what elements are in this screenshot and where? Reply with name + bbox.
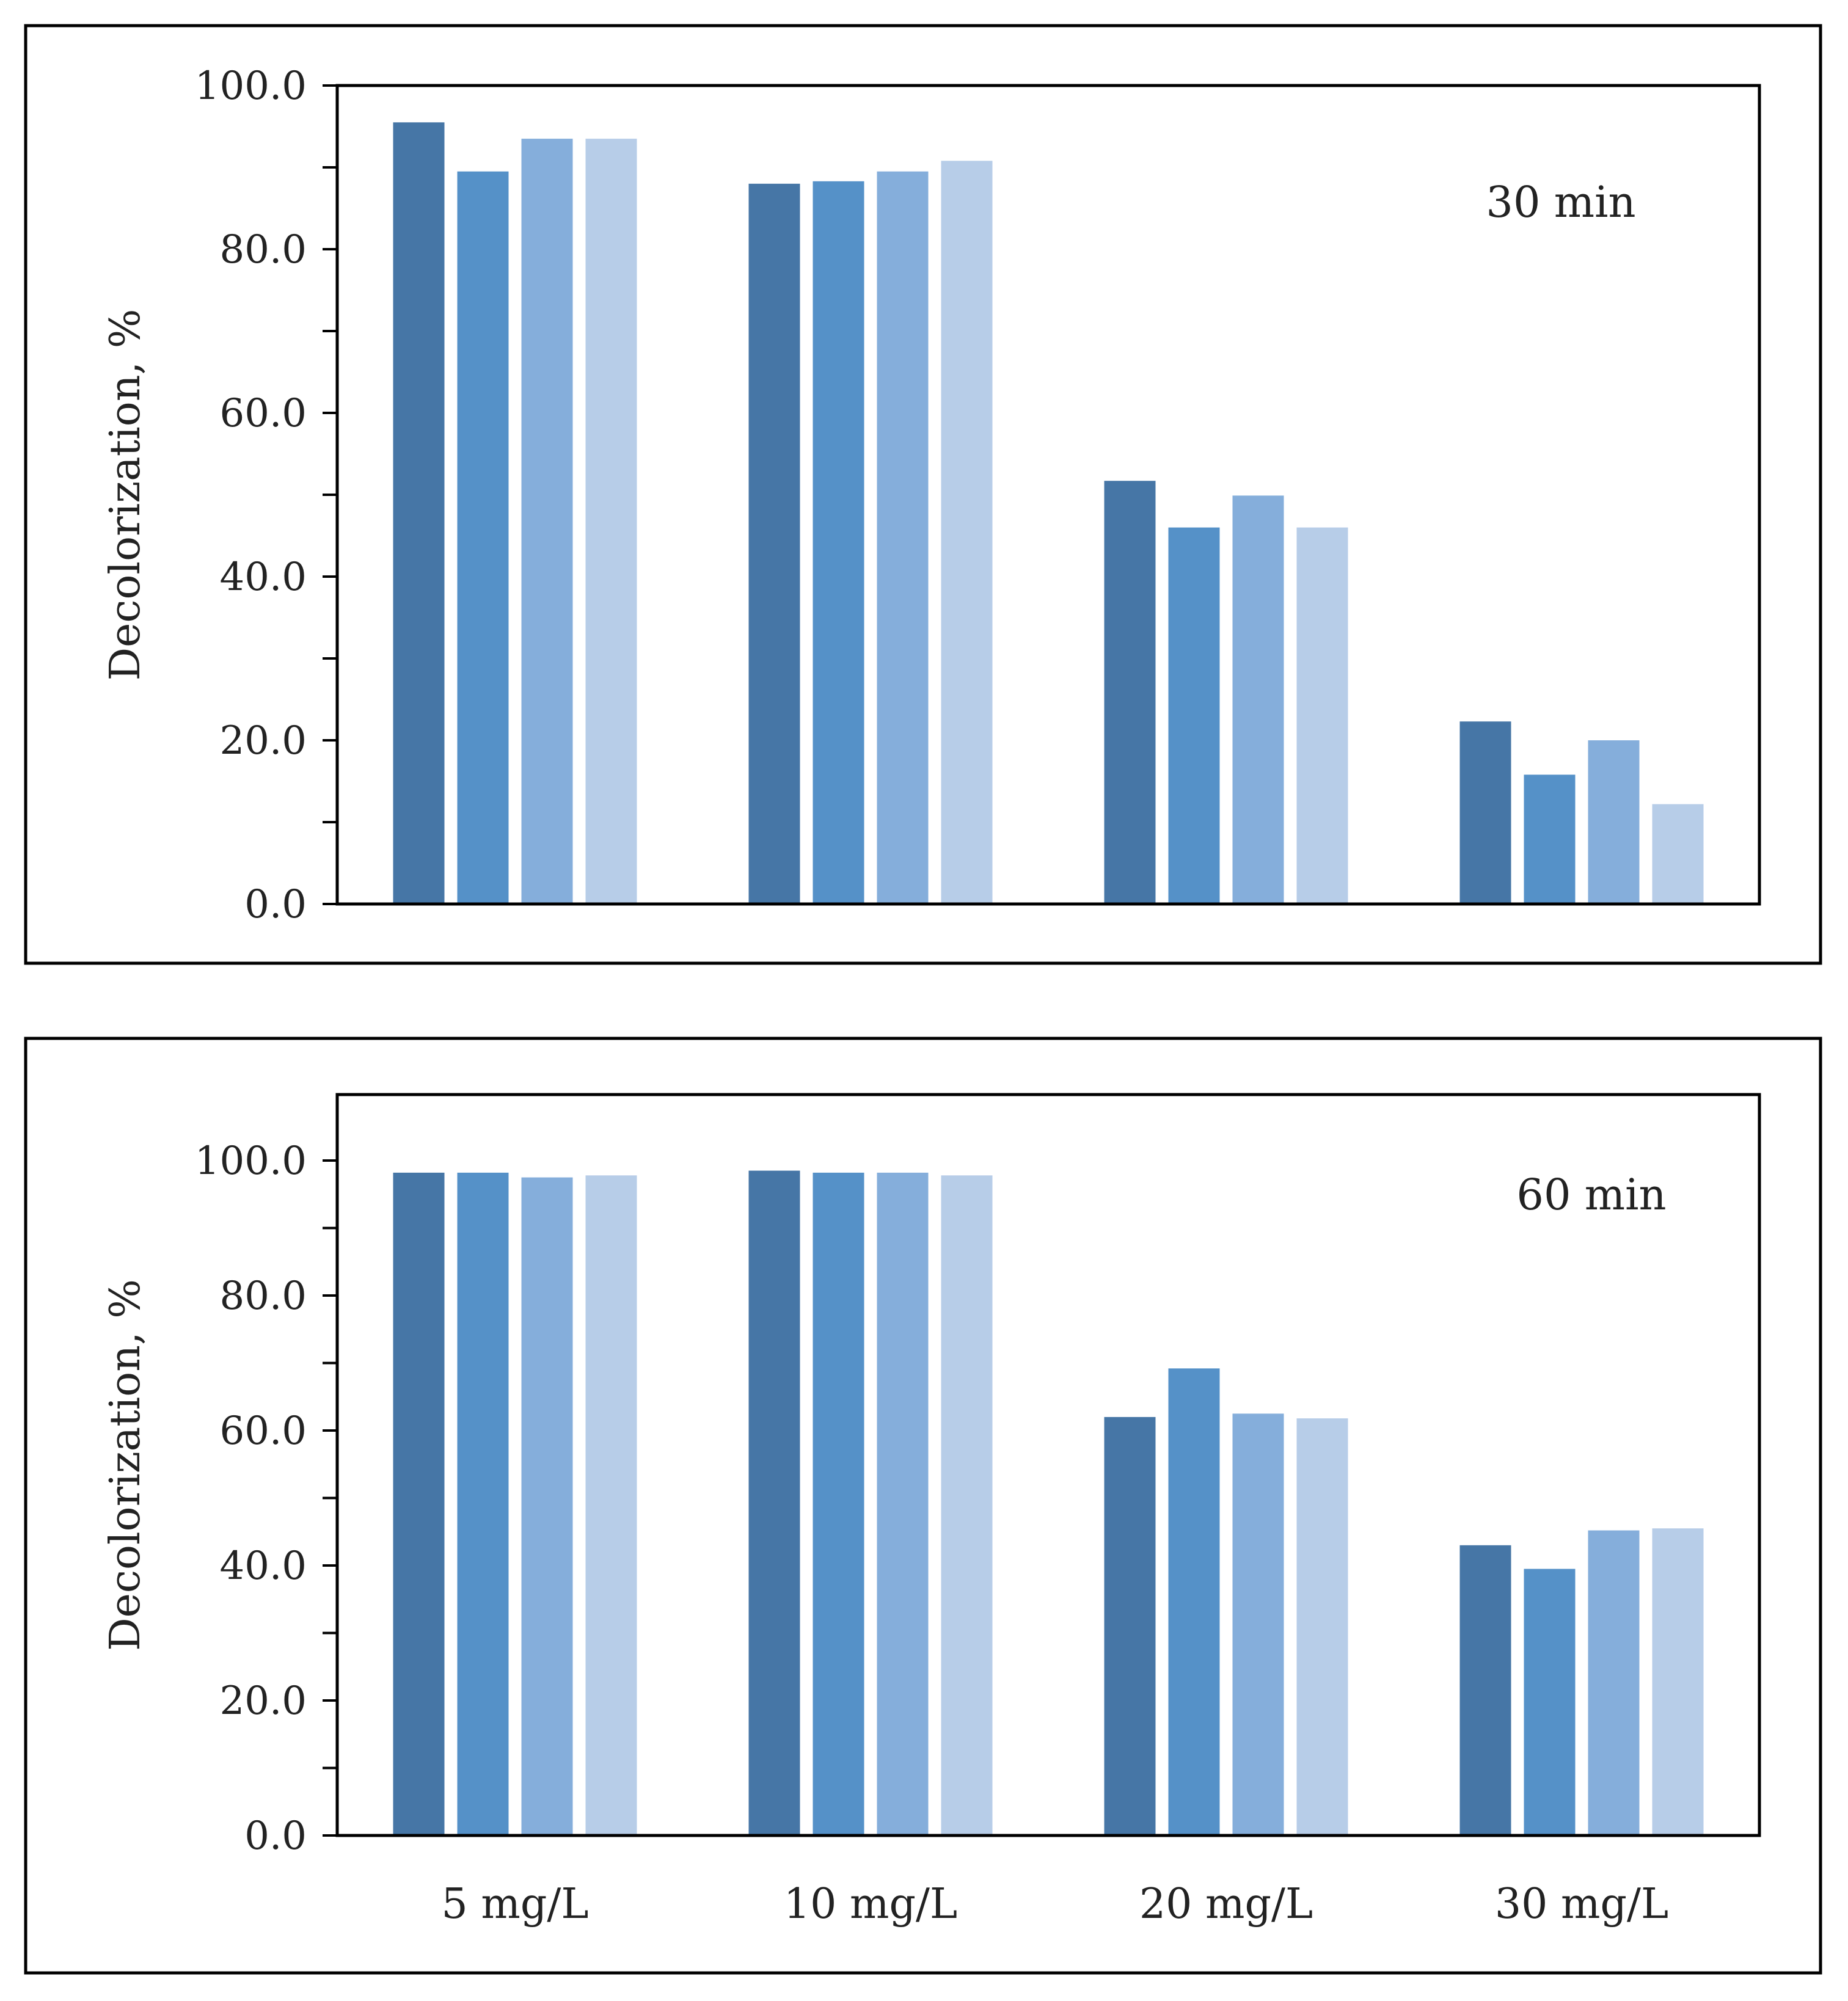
y-axis-title: Decolorization, % <box>101 1279 150 1651</box>
bar-4 <box>585 139 637 905</box>
y-tick-label: 0.0 <box>244 1813 307 1859</box>
bar-4 <box>585 1175 637 1835</box>
y-tick-label: 0.0 <box>244 882 307 927</box>
bar-3 <box>877 1172 929 1835</box>
bar-3 <box>1232 1413 1284 1835</box>
y-tick-label: 60.0 <box>220 391 307 436</box>
y-tick-label: 20.0 <box>220 1678 307 1724</box>
y-tick-label: 100.0 <box>195 64 307 109</box>
bars <box>393 1170 1704 1835</box>
y-tick-label: 100.0 <box>195 1139 307 1184</box>
bar-4 <box>941 161 993 904</box>
bar-2 <box>1168 527 1220 904</box>
y-tick-label: 80.0 <box>220 1274 307 1319</box>
y-axis-title: Decolorization, % <box>101 309 150 681</box>
bar-4 <box>941 1175 993 1835</box>
bar-2 <box>457 171 509 905</box>
bar-3 <box>1588 740 1640 904</box>
bar-2 <box>813 1172 864 1835</box>
bar-4 <box>1296 1418 1348 1835</box>
x-category-label: 5 mg/L <box>442 1880 589 1928</box>
bar-1 <box>393 1172 445 1835</box>
y-axis: 0.0 20.0 40.0 60.0 80.0 100.0 <box>195 64 337 927</box>
panel-60-min: 0.0 20.0 40.0 60.0 80.0 100.0 Decolorization, … <box>24 1037 1822 1975</box>
x-category-label: 30 mg/L <box>1495 1880 1668 1928</box>
y-axis: 0.0 20.0 40.0 60.0 80.0 100.0 <box>195 1139 337 1859</box>
bars <box>393 122 1704 905</box>
bar-1 <box>1459 1545 1511 1835</box>
bar-1 <box>1104 1416 1156 1835</box>
bar-2 <box>457 1172 509 1835</box>
y-tick-label: 60.0 <box>220 1409 307 1454</box>
panel-30-min: 0.0 20.0 40.0 60.0 80.0 100.0 Decolorization, … <box>24 24 1822 965</box>
time-annotation: 60 min <box>1516 1170 1666 1220</box>
bar-3 <box>877 171 929 905</box>
bar-2 <box>813 181 864 904</box>
y-tick-label: 40.0 <box>220 1544 307 1589</box>
bar-1 <box>393 122 445 904</box>
time-annotation: 30 min <box>1486 177 1635 227</box>
bar-4 <box>1296 527 1348 904</box>
bar-1 <box>748 183 800 904</box>
y-tick-label: 80.0 <box>220 227 307 272</box>
bar-1 <box>748 1170 800 1835</box>
bar-4 <box>1652 804 1704 904</box>
x-category-label: 10 mg/L <box>784 1880 957 1928</box>
bar-3 <box>521 139 573 905</box>
bar-1 <box>1104 481 1156 904</box>
bar-3 <box>521 1177 573 1835</box>
panel-frame <box>24 24 1822 965</box>
bar-2 <box>1524 775 1576 904</box>
y-tick-label: 20.0 <box>220 718 307 764</box>
bar-2 <box>1524 1569 1576 1835</box>
bar-3 <box>1588 1530 1640 1835</box>
y-tick-label: 40.0 <box>220 555 307 600</box>
panel-frame <box>24 1037 1822 1975</box>
x-category-label: 20 mg/L <box>1139 1880 1313 1928</box>
bar-1 <box>1459 721 1511 904</box>
bar-4 <box>1652 1528 1704 1835</box>
bar-2 <box>1168 1368 1220 1835</box>
bar-3 <box>1232 495 1284 904</box>
